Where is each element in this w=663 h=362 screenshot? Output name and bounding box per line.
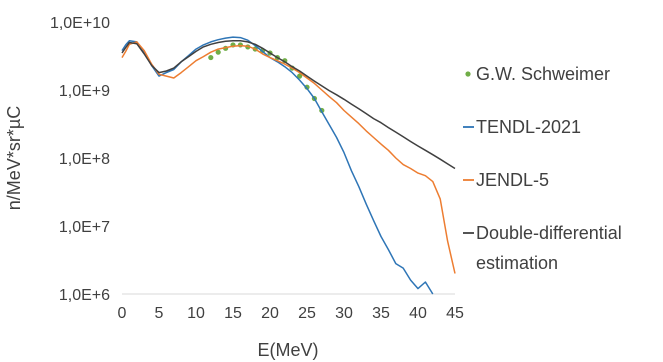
y-tick-label: 1,0E+6	[59, 287, 110, 304]
x-tick-label: 25	[298, 305, 316, 322]
legend-label: JENDL-5	[476, 170, 549, 190]
series-layer	[121, 36, 456, 295]
series-line	[121, 36, 434, 295]
y-axis-title: n/MeV*sr*µC	[4, 106, 24, 210]
x-tick-label: 35	[372, 305, 390, 322]
legend-label-continued: estimation	[476, 253, 558, 273]
y-tick-label: 1,0E+10	[50, 15, 110, 32]
x-tick-label: 0	[118, 305, 127, 322]
x-axis-title: E(MeV)	[257, 340, 318, 360]
x-tick-label: 45	[446, 305, 464, 322]
x-tick-label: 10	[187, 305, 205, 322]
series-line	[121, 41, 456, 274]
legend-item-2: TENDL-2021	[463, 117, 581, 137]
x-tick-label: 40	[409, 305, 427, 322]
legend: G.W. Schweimer TENDL-2021 JENDL-5 Double-di…	[463, 64, 622, 273]
data-point	[297, 73, 303, 79]
x-tick-label: 15	[224, 305, 242, 322]
x-tick-label: 20	[261, 305, 279, 322]
series-4	[121, 39, 456, 170]
legend-label: TENDL-2021	[476, 117, 581, 137]
legend-label: Double-differential	[476, 223, 622, 243]
legend-item-4: Double-differential estimation	[463, 223, 622, 273]
data-point	[215, 49, 221, 55]
y-tick-label: 1,0E+9	[59, 83, 110, 100]
legend-marker	[465, 71, 471, 77]
data-point	[208, 54, 214, 61]
series-line	[121, 39, 456, 170]
x-tick-label: 30	[335, 305, 353, 322]
series-3	[121, 41, 456, 274]
data-point	[304, 84, 310, 90]
legend-item-3: JENDL-5	[463, 170, 549, 190]
y-tick-label: 1,0E+7	[59, 219, 110, 236]
x-tick-label: 5	[155, 305, 164, 322]
legend-item-1: G.W. Schweimer	[465, 64, 610, 84]
y-tick-label: 1,0E+8	[59, 151, 110, 168]
legend-label: G.W. Schweimer	[476, 64, 610, 84]
series-2	[121, 36, 434, 295]
axes: 0 5 10 15 20 25 30 35 40 45 1,0E+6 1,0E+7 1,0E+8 1,0E…	[50, 15, 464, 322]
